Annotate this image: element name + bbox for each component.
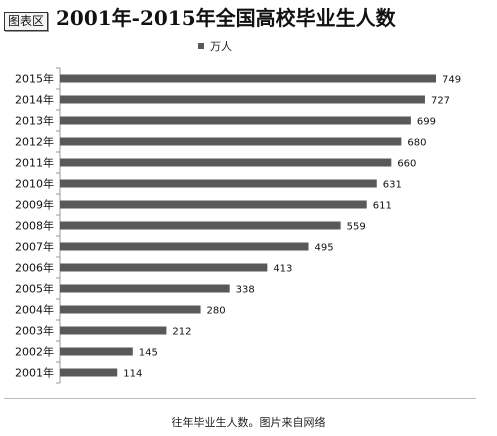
data-label: 559	[347, 222, 366, 233]
category-label: 2003年	[15, 324, 54, 338]
data-label: 145	[139, 348, 158, 359]
data-label: 280	[207, 306, 226, 317]
category-label: 2002年	[15, 345, 54, 359]
category-label: 2011年	[15, 156, 54, 170]
data-label: 114	[123, 369, 142, 380]
category-label: 2004年	[15, 303, 54, 317]
bar	[60, 179, 377, 188]
legend-label: 万人	[210, 40, 232, 53]
bar	[60, 95, 425, 104]
category-label: 2013年	[15, 114, 54, 128]
data-label: 631	[383, 180, 402, 191]
data-label: 727	[431, 96, 450, 107]
bar	[60, 284, 230, 293]
data-label: 338	[236, 285, 255, 296]
category-label: 2014年	[15, 93, 54, 107]
category-label: 2012年	[15, 135, 54, 149]
data-label: 611	[373, 201, 392, 212]
bar	[60, 326, 167, 335]
bar	[60, 221, 341, 230]
bar	[60, 263, 268, 272]
category-label: 2010年	[15, 177, 54, 191]
image-caption: 往年毕业生人数。图片来自网络	[171, 416, 326, 429]
category-label: 2006年	[15, 261, 54, 275]
bar	[60, 242, 309, 251]
bar-chart: 2015年 749 2014年 727 2013年 699 2012年 680 2011年 660…	[15, 67, 461, 384]
data-label: 413	[273, 264, 292, 275]
data-label: 699	[417, 117, 436, 128]
chart-title: 2001年-2015年全国高校毕业生人数	[56, 6, 396, 30]
data-label: 749	[442, 75, 461, 86]
bar	[60, 137, 402, 146]
data-label: 495	[314, 243, 333, 254]
bar	[60, 74, 436, 83]
bar	[60, 116, 411, 125]
data-label: 680	[407, 138, 426, 149]
legend-swatch	[198, 43, 204, 49]
data-label: 660	[397, 159, 416, 170]
data-label: 212	[172, 327, 191, 338]
bar	[60, 368, 118, 377]
bar	[60, 347, 133, 356]
category-label: 2015年	[15, 72, 54, 86]
legend: 万人	[198, 38, 232, 54]
category-label: 2001年	[15, 366, 54, 380]
category-label: 2009年	[15, 198, 54, 212]
caption-separator	[4, 398, 476, 399]
category-label: 2005年	[15, 282, 54, 296]
chart-area-badge: 图表区	[4, 12, 49, 31]
bar	[60, 200, 367, 209]
bar	[60, 305, 201, 314]
category-label: 2008年	[15, 219, 54, 233]
bar	[60, 158, 392, 167]
category-label: 2007年	[15, 240, 54, 254]
